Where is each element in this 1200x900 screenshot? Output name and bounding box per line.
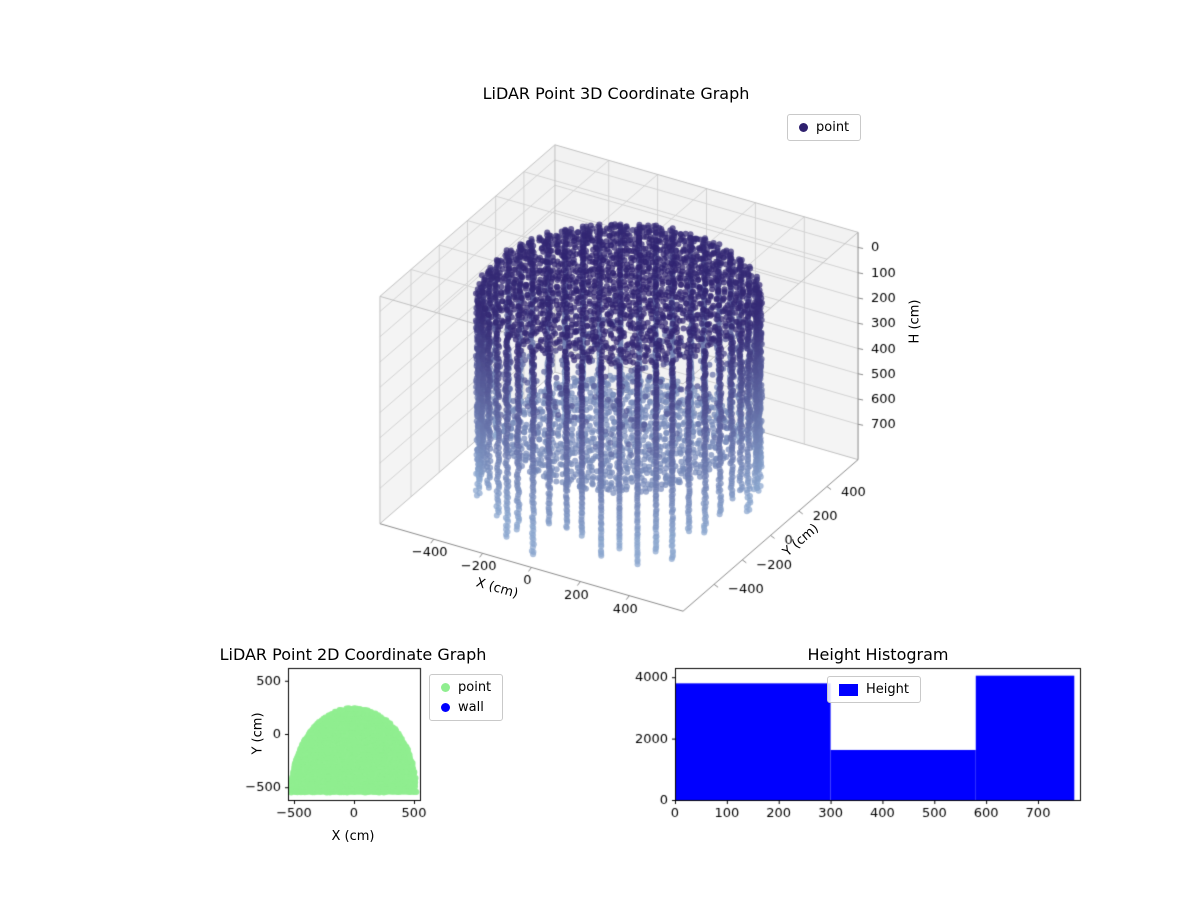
height-marker-icon: [839, 683, 858, 696]
plot3d-zlabel: H (cm): [907, 299, 923, 344]
hist-legend: Height: [827, 676, 921, 703]
plot3d-legend: point: [787, 114, 862, 141]
hist-title: Height Histogram: [807, 645, 949, 664]
hist-legend-item-height: Height: [839, 682, 909, 697]
point-marker-icon: [799, 123, 808, 132]
point-2d-marker-icon: [441, 683, 450, 692]
plot2d-legend: point wall: [429, 674, 504, 721]
plot2d-legend-label-point: point: [458, 680, 492, 695]
plot3d-title: LiDAR Point 3D Coordinate Graph: [482, 84, 750, 103]
plot2d-ylabel: Y (cm): [250, 712, 266, 755]
plot2d-title: LiDAR Point 2D Coordinate Graph: [219, 645, 487, 664]
plot2d-legend-item-wall: wall: [441, 700, 491, 715]
plot3d-legend-label: point: [816, 120, 850, 135]
hist-legend-label: Height: [866, 682, 909, 697]
plot2d-legend-item-point: point: [441, 680, 491, 695]
plot2d-legend-label-wall: wall: [458, 700, 484, 715]
plot2d-xlabel: X (cm): [331, 829, 375, 844]
plot3d-legend-item-point: point: [799, 120, 849, 135]
wall-marker-icon: [441, 703, 450, 712]
